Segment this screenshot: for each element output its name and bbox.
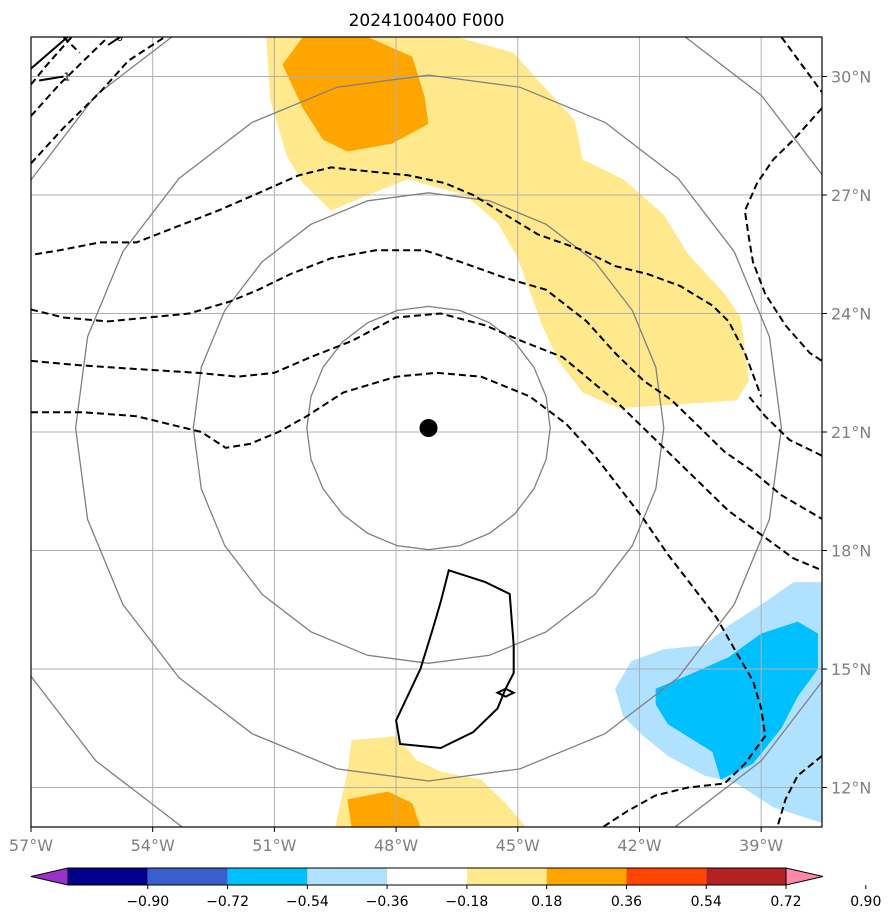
colorbar-frame [67, 867, 787, 886]
x-axis-ticks: 57°W 54°W 51°W 48°W 45°W 42°W 39°W [9, 827, 783, 855]
x-tick-label-1: 54°W [131, 836, 175, 855]
colorbar-segment-2 [227, 868, 308, 885]
chart-title: 2024100400 F000 [349, 11, 505, 31]
dashed-contour-4 [34, 166, 763, 397]
y-axis-ticks: 12°N 15°N 18°N 21°N 24°N 27°N 30°N [822, 68, 871, 798]
solid-contour-4 [107, 37, 121, 46]
x-tick-label-4: 45°W [496, 836, 540, 855]
x-tick-label-3: 48°W [374, 836, 418, 855]
colorbar-extend-low [30, 867, 69, 886]
y-tick-label-6: 30°N [831, 68, 871, 87]
colorbar-segment-0 [68, 868, 148, 885]
y-tick-label-0: 12°N [831, 779, 871, 798]
colorbar-tick-label-1: −0.72 [206, 894, 249, 910]
colorbar-tick-label-9: 0.90 [850, 894, 881, 910]
center-marker-group [419, 419, 438, 438]
dashed-contour-8 [780, 37, 822, 93]
dashed-contour-0 [31, 37, 166, 165]
filled-region-3 [347, 791, 421, 827]
colorbar-segment-5 [466, 868, 547, 885]
range-rings [31, 37, 822, 827]
dashed-contour-3 [62, 37, 81, 54]
colorbar-extend-high [785, 867, 824, 886]
x-tick-label-6: 39°W [739, 836, 783, 855]
filled-region-5 [655, 621, 818, 780]
colorbar-tick-label-7: 0.54 [691, 894, 722, 910]
dashed-contour-1 [31, 37, 109, 117]
dashed-contour-10 [748, 395, 822, 457]
solid-contour-0 [395, 569, 515, 750]
storm-center-marker [419, 419, 438, 438]
y-tick-label-2: 18°N [831, 542, 871, 561]
range-ring-0 [306, 305, 551, 551]
contour-lines: -1 0 [31, 31, 822, 827]
dashed-contour-6 [31, 312, 822, 572]
colorbar-segment-1 [147, 868, 228, 885]
dashed-contour-7 [31, 371, 767, 827]
x-tick-label-5: 42°W [617, 836, 661, 855]
plot-area: -1 0 [31, 31, 822, 827]
solid-contour-1 [495, 687, 517, 698]
colorbar-tick-label-0: −0.90 [126, 894, 169, 910]
colorbar-tick-label-3: −0.36 [366, 894, 409, 910]
colorbar-segment-3 [307, 868, 388, 885]
dashed-contour-2 [31, 37, 73, 86]
colorbar: −0.90 −0.72 −0.54 −0.36 −0.18 0.18 0.36 0.54 0.7… [30, 867, 881, 910]
range-ring-2 [74, 74, 783, 782]
colorbar-segment-4 [387, 868, 467, 885]
y-tick-label-5: 27°N [831, 186, 871, 205]
dashed-contour-9 [743, 107, 822, 362]
contour-label-3: -1 [59, 71, 70, 84]
filled-contours [266, 37, 822, 827]
filled-region-1 [282, 37, 429, 152]
colorbar-tick-label-6: 0.36 [611, 894, 642, 910]
colorbar-tick-label-8: 0.72 [770, 894, 801, 910]
y-tick-label-4: 24°N [831, 305, 871, 324]
x-tick-label-0: 57°W [9, 836, 53, 855]
range-ring-1 [192, 192, 665, 664]
x-tick-label-2: 51°W [252, 836, 296, 855]
colorbar-tick-label-2: −0.54 [286, 894, 329, 910]
colorbar-tick-label-4: −0.18 [445, 894, 488, 910]
contour-label-4: 0 [116, 31, 123, 44]
gridlines [31, 37, 822, 827]
colorbar-segment-8 [706, 868, 786, 885]
dashed-contour-5 [31, 249, 822, 520]
y-tick-label-1: 15°N [831, 660, 871, 679]
solid-contour-3 [38, 75, 64, 82]
colorbar-segment-7 [626, 868, 707, 885]
y-tick-label-3: 21°N [831, 423, 871, 442]
solid-contour-2 [31, 37, 69, 70]
dashed-contour-11 [776, 755, 822, 827]
colorbar-segment-6 [546, 868, 627, 885]
colorbar-tick-label-5: 0.18 [531, 894, 562, 910]
